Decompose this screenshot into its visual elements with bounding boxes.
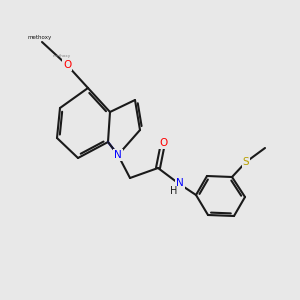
Text: S: S (243, 157, 249, 167)
Text: N: N (176, 178, 184, 188)
Text: methoxy: methoxy (53, 54, 71, 58)
Text: methoxy: methoxy (28, 35, 52, 40)
Text: O: O (159, 138, 167, 148)
Text: O: O (63, 60, 71, 70)
Text: H: H (170, 186, 178, 196)
Text: N: N (114, 150, 122, 160)
